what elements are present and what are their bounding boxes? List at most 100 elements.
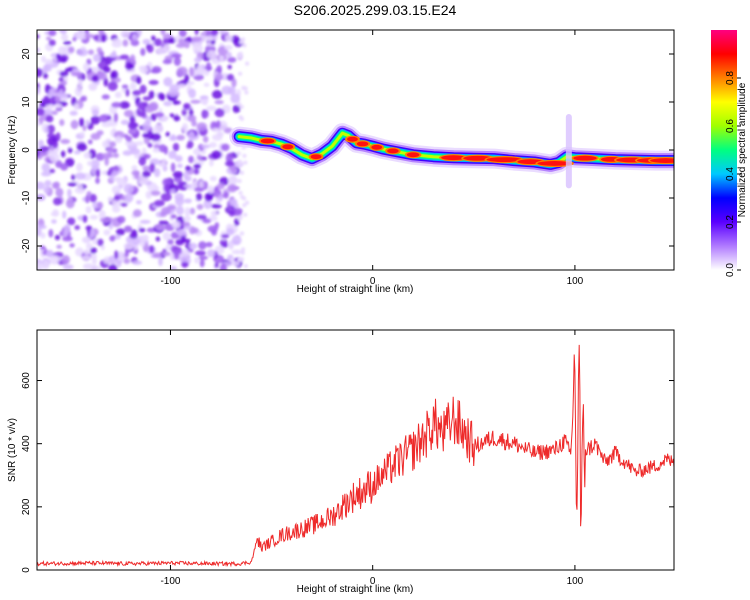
noise-blob [129, 54, 136, 63]
noise-blob [240, 231, 245, 236]
noise-blob [152, 252, 162, 258]
noise-blob [160, 192, 172, 202]
noise-blob [175, 43, 186, 48]
noise-blob [136, 76, 142, 85]
noise-blob [153, 124, 164, 134]
noise-blob [157, 162, 166, 167]
noise-blob [42, 108, 53, 116]
noise-blob [52, 209, 59, 217]
spectrogram-ytick-label: -20 [21, 238, 32, 253]
noise-blob [184, 207, 191, 217]
noise-blob [226, 228, 235, 236]
noise-blob [124, 141, 136, 146]
noise-blob [193, 159, 198, 164]
spectrogram-ylabel: Frequency (Hz) [7, 116, 18, 185]
noise-blob [91, 256, 97, 265]
noise-blob [140, 48, 146, 56]
noise-blob [145, 43, 151, 50]
noise-blob [112, 152, 120, 158]
noise-blob [204, 109, 209, 118]
noise-blob [123, 225, 133, 233]
noise-blob [242, 196, 247, 201]
noise-blob [43, 72, 48, 79]
noise-blob [114, 250, 119, 260]
noise-blob [209, 142, 217, 148]
noise-blob [239, 170, 244, 175]
noise-blob [46, 124, 56, 134]
noise-blob [131, 33, 139, 41]
noise-blob [48, 39, 56, 47]
noise-blob [180, 249, 190, 258]
noise-blob [111, 102, 122, 108]
noise-blob [242, 203, 247, 208]
snr-xlabel: Height of straight line (km) [297, 584, 414, 595]
noise-blob [148, 79, 159, 86]
noise-blob [45, 115, 54, 123]
noise-blob [211, 90, 223, 99]
noise-blob [82, 215, 88, 223]
ridge-core [573, 155, 597, 161]
noise-blob [106, 145, 114, 155]
noise-blob [124, 192, 134, 203]
noise-blob [216, 182, 225, 190]
noise-blob [120, 30, 131, 39]
noise-blob [67, 188, 72, 198]
ridge-core [282, 144, 294, 150]
noise-blob [112, 50, 117, 58]
noise-blob [67, 147, 73, 154]
noise-blob [111, 199, 123, 207]
noise-blob [232, 104, 241, 114]
noise-blob [37, 120, 41, 127]
noise-blob [224, 160, 235, 167]
noise-blob [149, 162, 156, 173]
noise-blob [67, 217, 76, 226]
noise-blob [217, 132, 224, 137]
colorbar-tick-label: 0.4 [725, 167, 736, 181]
ridge-core [260, 138, 275, 144]
noise-blob [115, 228, 126, 236]
noise-blob [163, 101, 173, 107]
noise-blob [244, 90, 249, 95]
noise-blob [206, 105, 217, 111]
noise-blob [203, 199, 213, 210]
noise-blob [37, 181, 45, 190]
noise-blob [67, 182, 77, 187]
noise-blob [221, 234, 230, 239]
noise-blob [147, 142, 153, 148]
noise-blob [142, 165, 151, 172]
noise-blob [123, 258, 131, 264]
noise-blob [149, 190, 161, 196]
frequency-ridge [229, 114, 674, 189]
noise-blob [227, 64, 232, 70]
noise-blob [72, 37, 77, 42]
noise-blob [42, 260, 50, 270]
noise-blob [188, 131, 195, 142]
spectrogram-xtick-label: 0 [370, 276, 376, 287]
noise-blob [178, 38, 186, 45]
noise-blob [209, 175, 217, 182]
noise-blob [240, 257, 245, 262]
noise-blob [198, 180, 204, 188]
noise-blob [122, 39, 129, 47]
noise-blob [162, 59, 173, 65]
noise-blob [89, 214, 98, 220]
noise-blob [223, 191, 229, 199]
noise-blob [87, 160, 93, 166]
noise-blob [37, 86, 41, 95]
colorbar-tick-label: 0.8 [725, 71, 736, 85]
noise-blob [61, 255, 71, 265]
noise-blob [176, 163, 183, 169]
noise-blob [44, 126, 49, 134]
noise-blob [194, 57, 202, 63]
snr-xtick-label: -100 [160, 576, 180, 587]
noise-blob [242, 153, 247, 158]
noise-blob [169, 266, 177, 270]
noise-blob [62, 236, 73, 242]
noise-blob [194, 250, 206, 256]
noise-blob [59, 119, 65, 127]
noise-blob [69, 243, 75, 248]
noise-blob [97, 201, 104, 210]
spectrogram-ytick-label: 20 [21, 48, 32, 60]
